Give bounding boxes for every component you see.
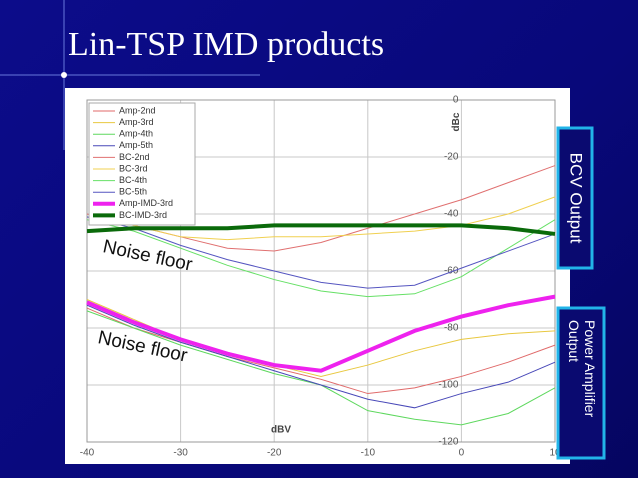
y-tick-label: -40 [444,209,459,220]
legend-label: Amp-IMD-3rd [119,198,173,208]
y-tick-label: -100 [438,380,458,391]
legend-label: BC-IMD-3rd [119,210,167,220]
y-tick-label: -60 [444,266,459,277]
legend-label: BC-5th [119,187,147,197]
annotation: BCV Output [567,153,586,244]
decor-star [61,72,67,78]
y-tick-label: 0 [453,95,459,106]
series-line [86,307,556,395]
legend-label: Amp-2nd [119,105,156,115]
series-line [86,304,556,409]
x-tick-label: -20 [267,448,282,459]
y-tick-label: -120 [438,437,458,448]
annotation: Power Amplifier Output [566,320,598,418]
legend-label: BC-2nd [119,152,150,162]
series-line [86,216,556,289]
series-line [86,219,556,298]
x-tick-label: -40 [80,448,95,459]
legend-label: BC-3rd [119,163,148,173]
x-tick-label: -30 [173,448,188,459]
legend-label: Amp-5th [119,140,153,150]
y-axis-label: dBc [451,112,462,131]
slide-title: Lin-TSP IMD products [68,26,385,63]
callout-box [556,126,594,270]
y-tick-label: -20 [444,152,459,163]
legend-label: Amp-3rd [119,117,154,127]
legend-label: Amp-4th [119,129,153,139]
callout-box [556,306,606,460]
callout: Power Amplifier Output [566,320,598,418]
series-line [86,196,556,241]
x-tick-label: -10 [361,448,376,459]
series-line [86,294,556,373]
plot-frame [86,99,556,443]
y-tick-label: -80 [444,323,459,334]
legend-label: BC-4th [119,175,147,185]
x-tick-label: 0 [459,448,465,459]
series-line [86,223,556,236]
x-axis-label: dBV [271,425,291,436]
x-tick-label: 10 [549,448,561,459]
